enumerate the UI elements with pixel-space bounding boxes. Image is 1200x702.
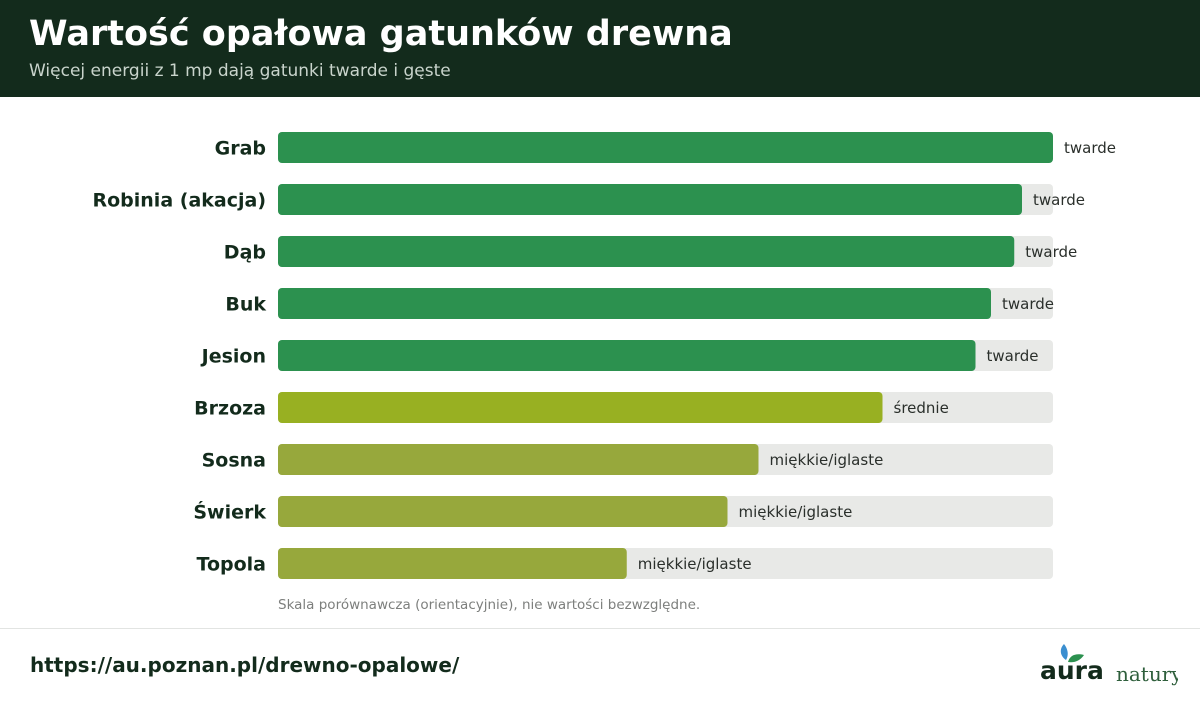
bar-type-label: twarde — [1064, 139, 1116, 157]
bar — [278, 236, 1015, 267]
bar-chart: Grab twarde Robinia (akacja) twarde Dąb tward… — [92, 132, 1116, 613]
category-label: Topola — [197, 554, 266, 576]
category-label: Świerk — [193, 500, 266, 524]
logo-text-natury: natury — [1116, 662, 1178, 686]
bar — [278, 184, 1022, 215]
bar-type-label: twarde — [1002, 295, 1054, 313]
category-label: Robinia (akacja) — [92, 190, 266, 212]
category-label: Buk — [225, 294, 266, 316]
bar — [278, 340, 976, 371]
source-url[interactable]: https://au.poznan.pl/drewno-opalowe/ — [30, 653, 460, 677]
category-label: Sosna — [202, 450, 266, 472]
aura-natury-logo: aura natury — [1040, 644, 1178, 686]
bar-type-label: miękkie/iglaste — [739, 503, 853, 521]
bar-type-label: średnie — [894, 399, 949, 417]
page-subtitle: Więcej energii z 1 mp dają gatunki tward… — [29, 61, 451, 81]
logo-text-aura: aura — [1040, 656, 1104, 685]
category-label: Jesion — [200, 346, 266, 368]
category-label: Dąb — [224, 242, 266, 264]
logo-leaf-green-icon — [1068, 654, 1084, 663]
header-banner: Wartość opałowa gatunków drewna Więcej e… — [0, 0, 1200, 97]
bar — [278, 392, 883, 423]
chart-note: Skala porównawcza (orientacyjnie), nie w… — [278, 597, 700, 613]
page-title: Wartość opałowa gatunków drewna — [29, 14, 733, 54]
bar — [278, 496, 728, 527]
bar — [278, 288, 991, 319]
bar-type-label: twarde — [1025, 243, 1077, 261]
category-label: Brzoza — [194, 398, 266, 420]
bar — [278, 444, 759, 475]
bar-type-label: twarde — [1033, 191, 1085, 209]
footer-divider — [0, 628, 1200, 629]
category-label: Grab — [215, 138, 266, 160]
bar-type-label: twarde — [987, 347, 1039, 365]
bar-type-label: miękkie/iglaste — [638, 555, 752, 573]
bar-type-label: miękkie/iglaste — [770, 451, 884, 469]
logo-leaf-blue-icon — [1060, 644, 1068, 660]
bar — [278, 132, 1053, 163]
bar — [278, 548, 627, 579]
